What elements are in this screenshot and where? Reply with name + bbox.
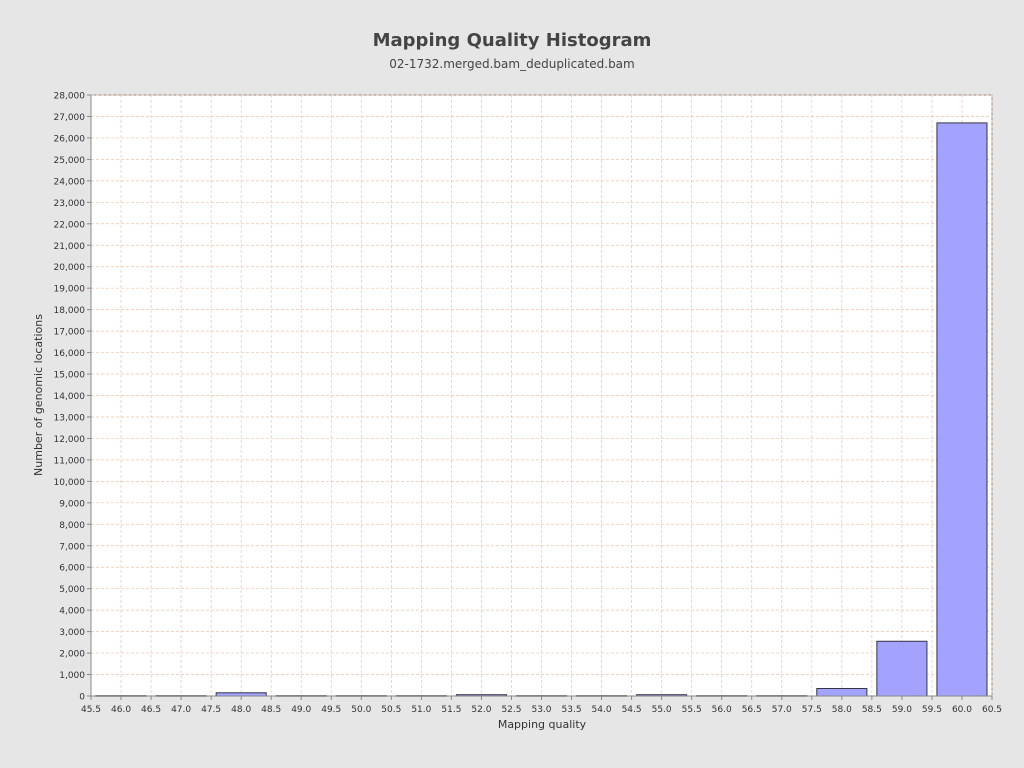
x-axis-label: Mapping quality	[498, 718, 587, 731]
x-tick-label: 46.0	[111, 705, 131, 715]
x-tick-label: 52.5	[501, 705, 521, 715]
y-tick-label: 20,000	[54, 263, 86, 273]
y-tick-label: 2,000	[59, 650, 85, 660]
x-tick-label: 52.0	[471, 705, 491, 715]
y-tick-label: 3,000	[59, 628, 85, 638]
bar	[876, 640, 928, 697]
y-tick-label: 28,000	[54, 92, 86, 102]
y-tick-label: 23,000	[54, 199, 86, 209]
x-tick-label: 59.0	[892, 705, 912, 715]
y-tick-label: 10,000	[54, 478, 86, 488]
y-tick-label: 9,000	[59, 499, 85, 509]
y-tick-label: 12,000	[54, 435, 86, 445]
y-tick-label: 26,000	[54, 134, 86, 144]
x-tick-label: 46.5	[141, 705, 161, 715]
y-tick-label: 1,000	[59, 671, 85, 681]
y-tick-label: 14,000	[54, 392, 86, 402]
x-tick-label: 48.5	[261, 705, 281, 715]
y-tick-label: 19,000	[54, 285, 86, 295]
y-tick-label: 6,000	[59, 564, 85, 574]
y-tick-label: 4,000	[59, 607, 85, 617]
x-tick-label: 51.5	[441, 705, 461, 715]
y-tick-label: 8,000	[59, 521, 85, 531]
x-tick-label: 58.0	[832, 705, 852, 715]
x-tick-label: 55.5	[682, 705, 702, 715]
y-tick-label: 17,000	[54, 328, 86, 338]
y-tick-label: 7,000	[59, 542, 85, 552]
y-axis-label: Number of genomic locations	[32, 314, 45, 476]
x-tick-label: 47.5	[201, 705, 221, 715]
x-tick-label: 54.5	[622, 705, 642, 715]
x-tick-label: 56.5	[742, 705, 762, 715]
x-tick-label: 60.5	[982, 705, 1002, 715]
x-tick-label: 57.5	[802, 705, 822, 715]
x-tick-label: 51.0	[411, 705, 431, 715]
y-tick-label: 27,000	[54, 113, 86, 123]
bar	[816, 687, 868, 697]
y-tick-label: 13,000	[54, 413, 86, 423]
bar	[936, 122, 988, 697]
x-tick-label: 45.5	[81, 705, 101, 715]
y-tick-label: 15,000	[54, 371, 86, 381]
y-tick-label: 18,000	[54, 306, 86, 316]
y-tick-label: 22,000	[54, 220, 86, 230]
x-tick-label: 57.0	[772, 705, 792, 715]
x-tick-label: 56.0	[712, 705, 732, 715]
y-tick-label: 21,000	[54, 242, 86, 252]
y-tick-label: 0	[79, 693, 85, 703]
y-tick-label: 24,000	[54, 177, 86, 187]
x-tick-label: 47.0	[171, 705, 191, 715]
x-tick-label: 58.5	[862, 705, 882, 715]
x-tick-label: 53.0	[531, 705, 551, 715]
x-tick-label: 53.5	[562, 705, 582, 715]
x-tick-label: 50.0	[351, 705, 371, 715]
y-tick-label: 5,000	[59, 585, 85, 595]
x-tick-label: 48.0	[231, 705, 251, 715]
x-tick-label: 55.0	[652, 705, 672, 715]
axes: 45.5 46.0 46.5 47.0 47.5 48.0 48.5 49.0 49.5 50.0…	[54, 92, 1003, 716]
chart-subtitle: 02-1732.merged.bam_deduplicated.bam	[389, 57, 635, 71]
x-tick-label: 49.0	[291, 705, 311, 715]
x-tick-label: 50.5	[381, 705, 401, 715]
y-tick-label: 25,000	[54, 156, 86, 166]
chart-title: Mapping Quality Histogram	[372, 30, 652, 51]
x-tick-label: 54.0	[592, 705, 612, 715]
y-tick-label: 11,000	[54, 456, 86, 466]
y-tick-label: 16,000	[54, 349, 86, 359]
x-tick-label: 60.0	[952, 705, 972, 715]
x-tick-label: 49.5	[321, 705, 341, 715]
x-tick-label: 59.5	[922, 705, 942, 715]
